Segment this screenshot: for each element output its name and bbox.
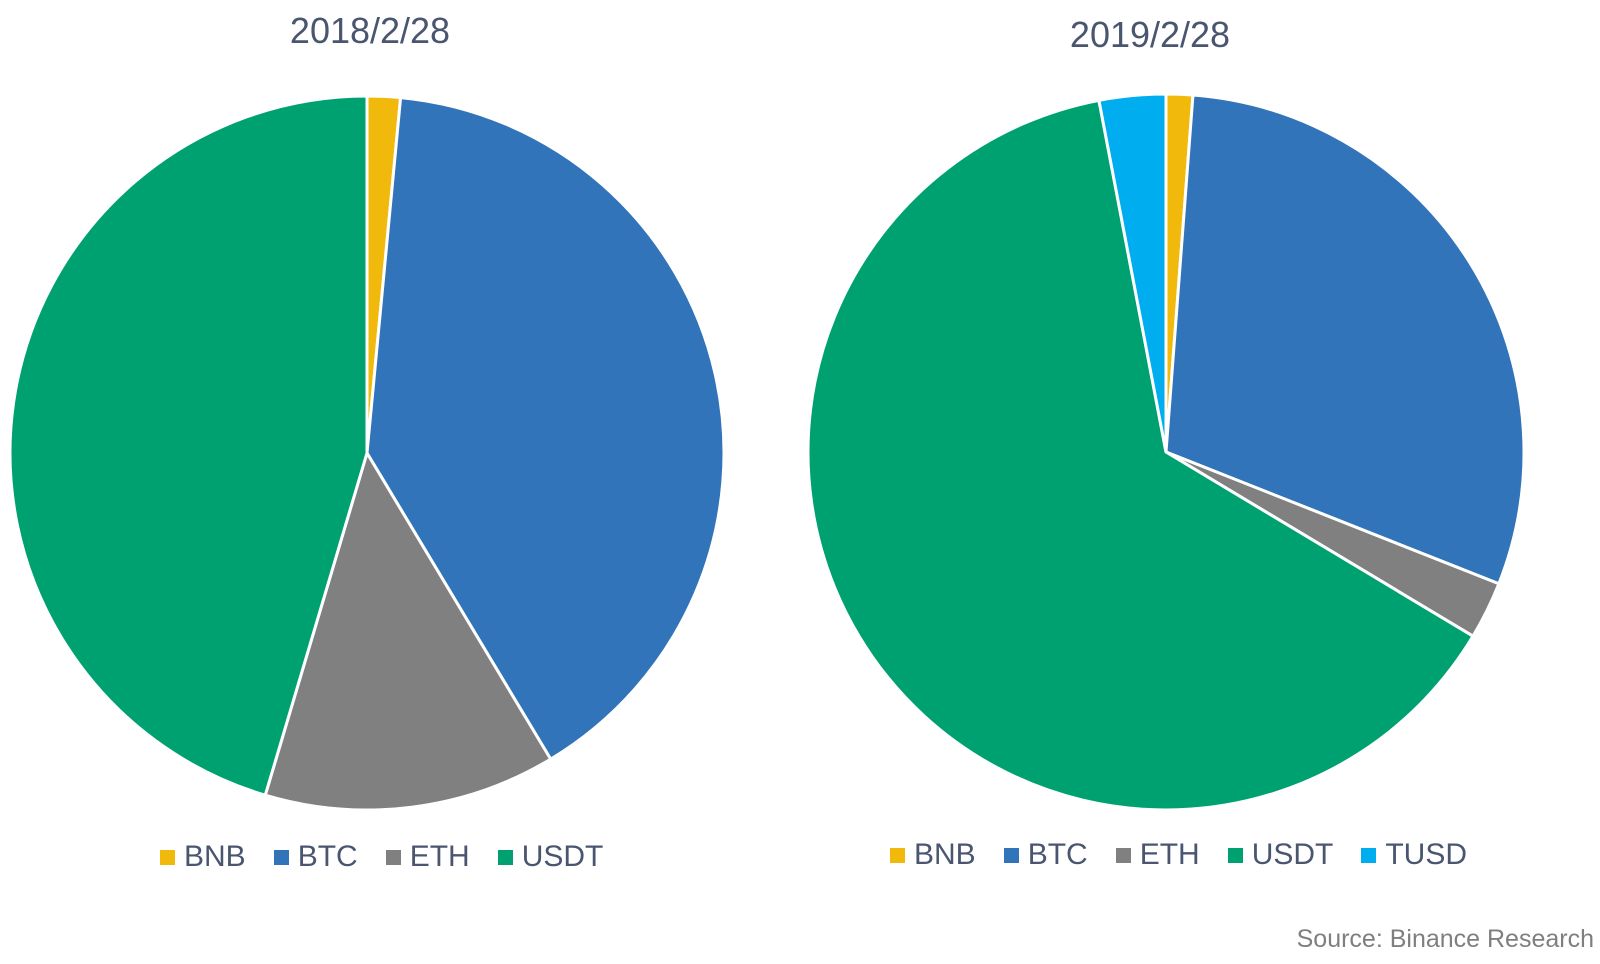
legend-item-eth: ETH xyxy=(385,840,470,874)
source-note: Source: Binance Research xyxy=(1296,925,1594,953)
legend-label: BNB xyxy=(184,840,246,873)
legend-label: USDT xyxy=(1251,838,1334,871)
legend-swatch xyxy=(1361,847,1377,863)
legend-item-eth: ETH xyxy=(1115,838,1200,872)
legend-item-bnb: BNB xyxy=(160,840,246,874)
legend-2019: BNB BTC ETH USDT TUSD xyxy=(890,838,1495,872)
legend-swatch xyxy=(160,849,175,865)
legend-item-usdt: USDT xyxy=(1227,838,1334,872)
legend-item-bnb: BNB xyxy=(890,838,976,872)
legend-label: BTC xyxy=(1027,838,1088,871)
legend-label: ETH xyxy=(409,840,470,873)
legend-swatch xyxy=(890,847,905,863)
chart-title-2018: 2018/2/28 xyxy=(289,10,451,51)
legend-swatch xyxy=(273,849,289,865)
legend-swatch xyxy=(1115,847,1131,863)
pie-slice-usdt xyxy=(806,98,1475,812)
pie-slice-btc xyxy=(365,96,726,761)
pie-slice-btc xyxy=(1164,93,1526,586)
pie-slice-eth xyxy=(263,451,553,812)
pie-slice-tusd xyxy=(1097,92,1168,454)
legend-item-tusd: TUSD xyxy=(1361,838,1467,872)
legend-item-btc: BTC xyxy=(1003,838,1088,872)
legend-swatch xyxy=(497,849,513,865)
legend-label: ETH xyxy=(1139,838,1200,871)
legend-label: USDT xyxy=(521,840,604,873)
legend-swatch xyxy=(1227,847,1243,863)
legend-label: TUSD xyxy=(1385,838,1468,871)
legend-swatch xyxy=(385,849,401,865)
chart-title-2019: 2019/2/28 xyxy=(1069,14,1231,55)
legend-label: BNB xyxy=(914,838,976,871)
legend-2018: BNB BTC ETH USDT xyxy=(160,840,631,874)
legend-label: BTC xyxy=(297,840,358,873)
legend-swatch xyxy=(1003,847,1019,863)
legend-item-usdt: USDT xyxy=(497,840,604,874)
legend-item-btc: BTC xyxy=(273,840,358,874)
pie-slice-usdt xyxy=(8,94,369,797)
